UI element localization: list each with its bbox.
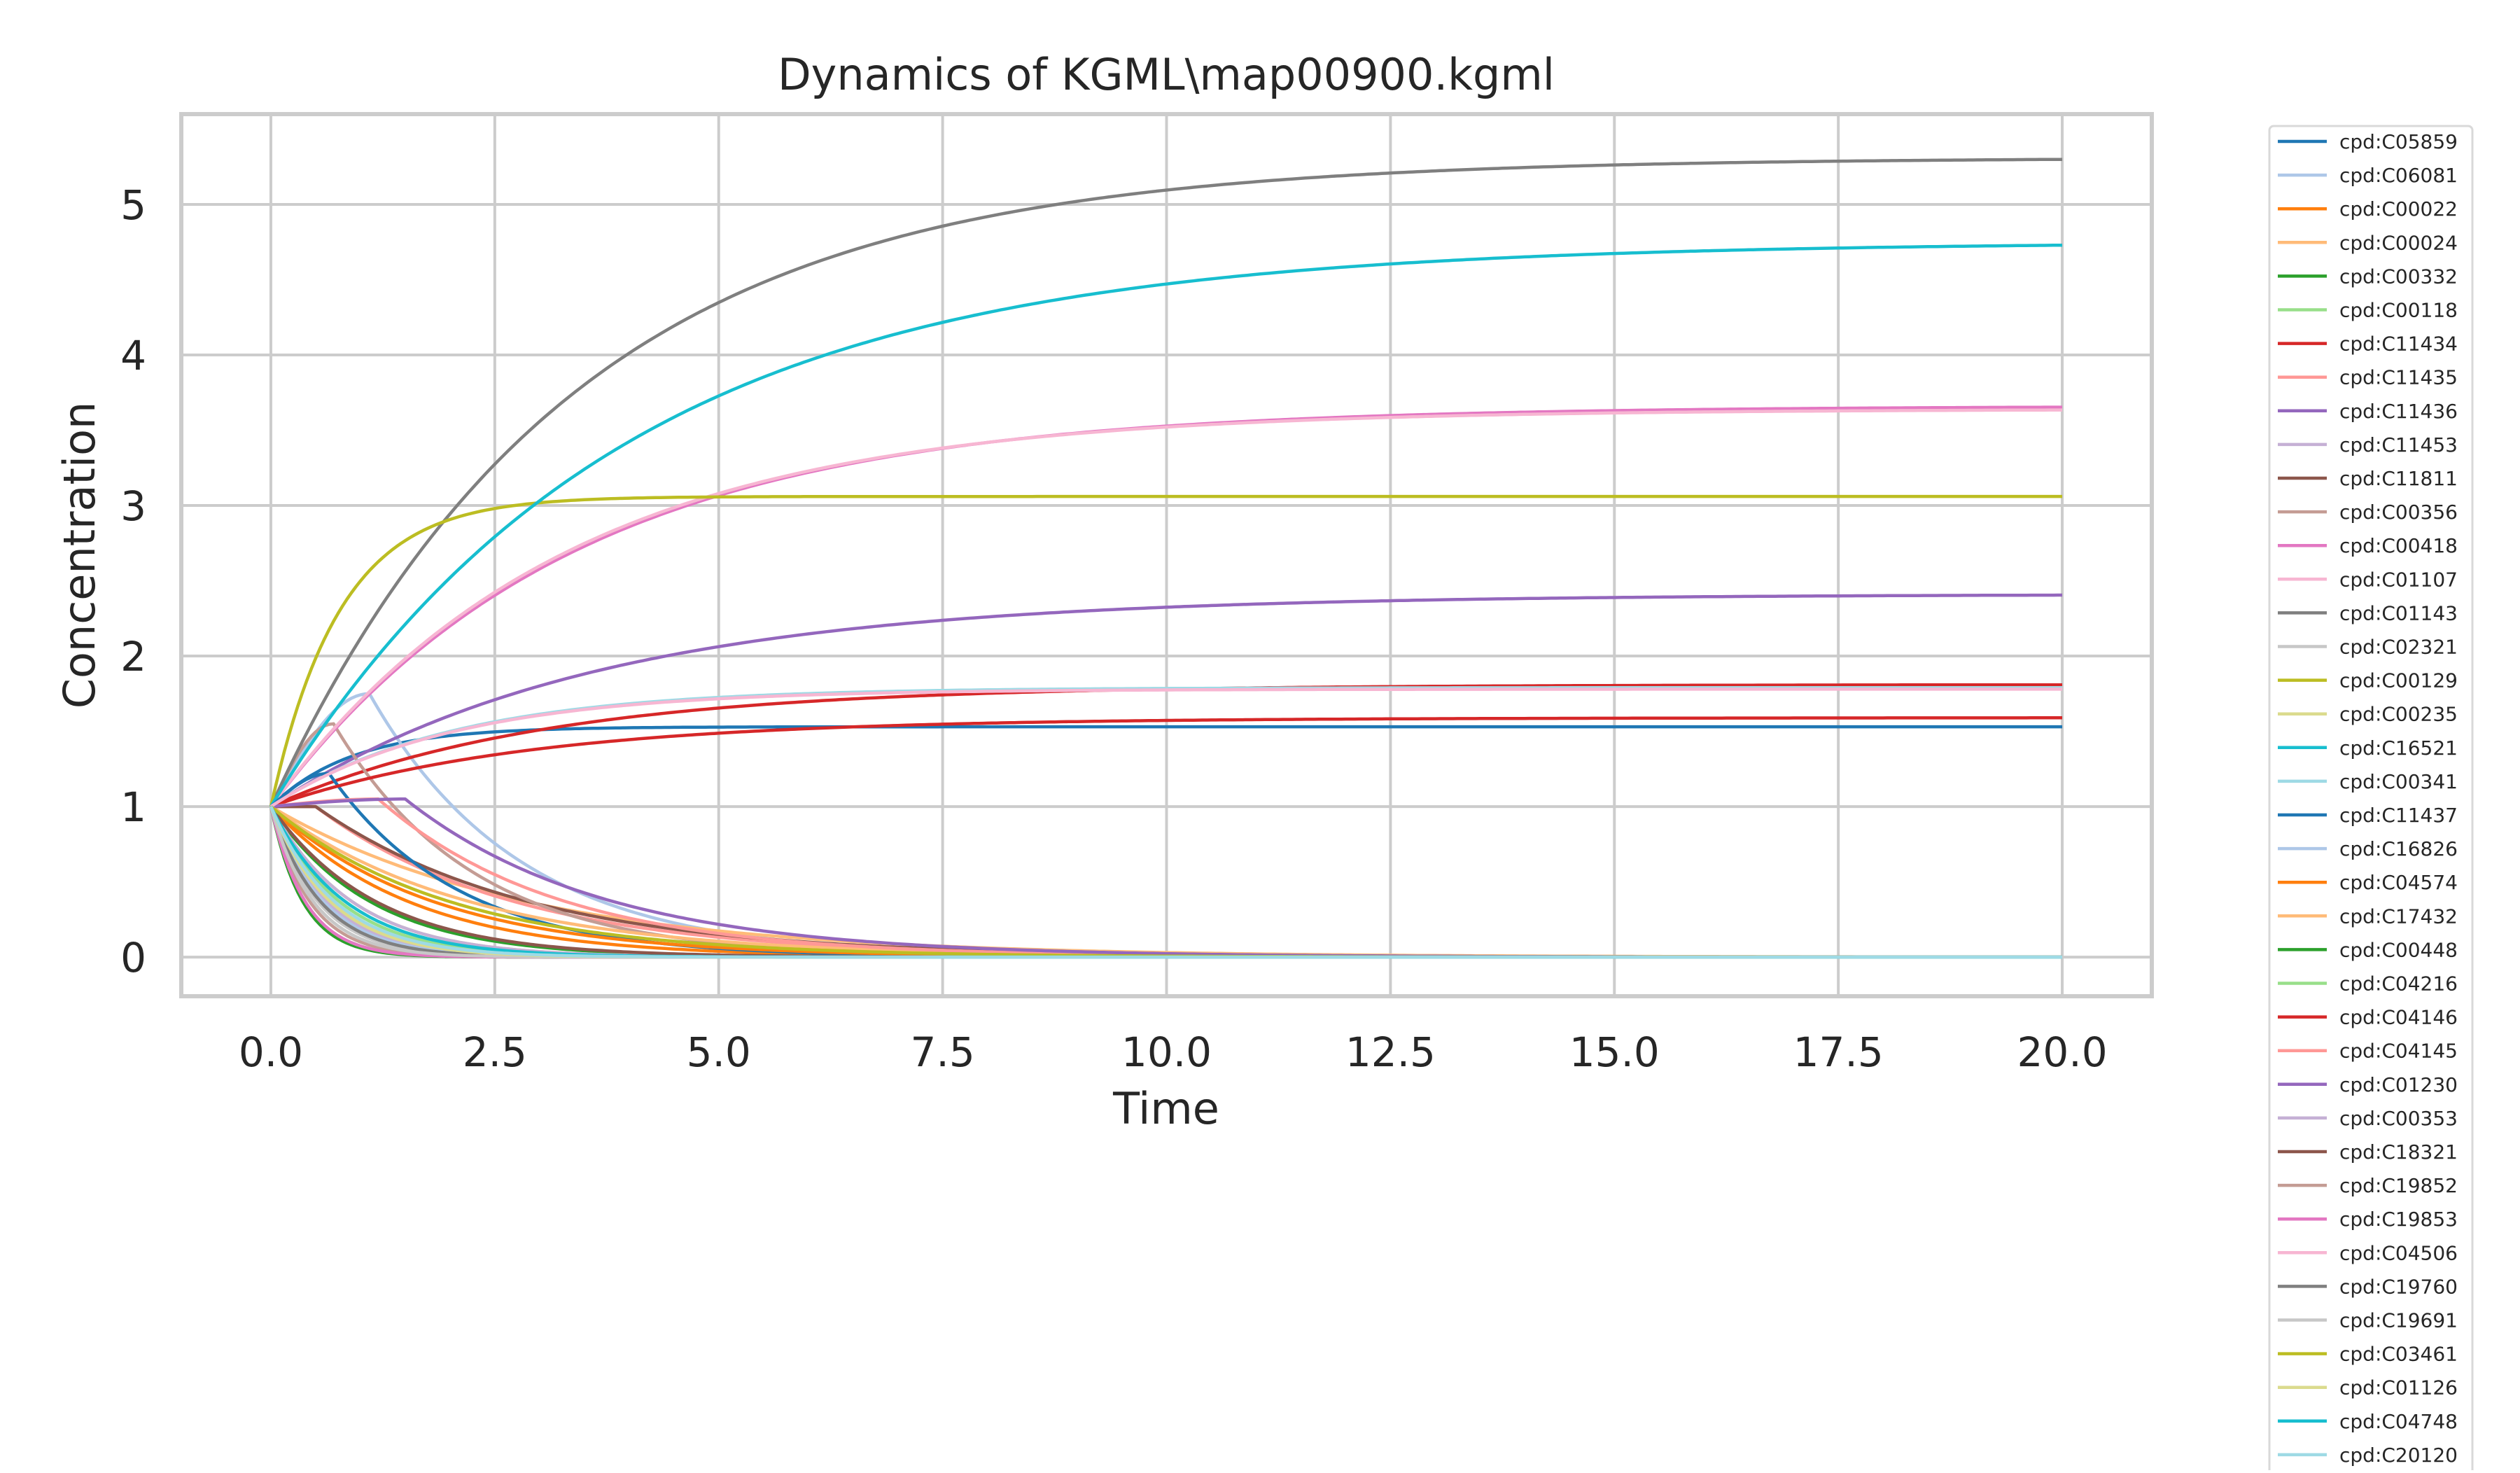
legend-label: cpd:C19853 [2339,1208,2458,1231]
legend-label: cpd:C19760 [2339,1275,2458,1298]
legend-label: cpd:C04145 [2339,1040,2458,1063]
legend-label: cpd:C00024 [2339,231,2458,254]
y-tick-label: 4 [120,332,146,379]
series-line-cpd-C05859 [270,725,2062,808]
x-tick-label: 15.0 [1569,1028,1660,1076]
series-line-cpd-C04506 [270,687,2062,808]
legend-label: cpd:C00356 [2339,501,2458,524]
legend-label: cpd:C00235 [2339,703,2458,726]
legend-label: cpd:C11435 [2339,366,2458,389]
x-tick-label: 12.5 [1345,1028,1436,1076]
series-line-cpd-C00129 [269,494,2062,807]
legend-label: cpd:C01230 [2339,1073,2458,1096]
legend-label: cpd:C06081 [2339,164,2458,187]
legend-label: cpd:C18321 [2339,1140,2458,1164]
y-tick-label: 0 [120,934,146,982]
legend-label: cpd:C00448 [2339,938,2458,961]
legend-label: cpd:C01143 [2339,601,2458,624]
legend-label: cpd:C01107 [2339,568,2458,591]
x-tick-label: 17.5 [1793,1028,1884,1076]
legend-label: cpd:C05859 [2339,130,2458,153]
series-line-cpd-C20120 [269,806,2062,959]
x-tick-label: 0.0 [239,1028,303,1076]
legend-label: cpd:C17432 [2339,905,2458,928]
y-tick-label: 3 [120,482,146,530]
series-line-cpd-C16521 [270,243,2063,808]
legend-label: cpd:C04506 [2339,1241,2458,1264]
legend-label: cpd:C00418 [2339,534,2458,557]
legend-label: cpd:C00129 [2339,669,2458,692]
legend-label: cpd:C00118 [2339,299,2458,322]
legend-label: cpd:C11453 [2339,433,2458,456]
legend-label: cpd:C04574 [2339,871,2458,894]
legend-label: cpd:C19691 [2339,1309,2458,1332]
legend-label: cpd:C00332 [2339,265,2458,288]
x-tick-label: 10.0 [1121,1028,1212,1076]
x-tick-label: 20.0 [2017,1028,2107,1076]
legend-label: cpd:C00341 [2339,770,2458,793]
legend-label: cpd:C04748 [2339,1410,2458,1433]
y-tick-label: 5 [120,181,146,229]
legend: cpd:C05859 cpd:C06081 cpd:C00022 cpd:C00024… [2268,125,2474,1473]
x-axis-ticks: 0.0 2.5 5.0 7.5 10.0 12.5 15.0 17.5 20.0 [239,1028,2108,1076]
y-axis-ticks: 0 1 2 3 4 5 [120,181,146,982]
chart-title: Dynamics of KGML\map00900.kgml [778,49,1555,100]
y-tick-label: 1 [120,783,146,831]
x-tick-label: 2.5 [463,1028,527,1076]
legend-label: cpd:C04146 [2339,1006,2458,1029]
legend-label: cpd:C02321 [2339,636,2458,659]
legend-label: cpd:C11434 [2339,333,2458,356]
legend-label: cpd:C16521 [2339,736,2458,760]
series-line-cpd-C01107 [270,408,2062,808]
legend-label: cpd:C19852 [2339,1174,2458,1197]
series-line-cpd-C11436 [270,593,2062,808]
y-axis-label: Concentration [54,402,105,709]
legend-label: cpd:C00022 [2339,197,2458,221]
legend-label: cpd:C01126 [2339,1376,2458,1399]
legend-label: cpd:C11811 [2339,467,2458,490]
y-tick-label: 2 [120,633,146,680]
legend-label: cpd:C00353 [2339,1107,2458,1130]
series-line-cpd-C04146 [270,716,2062,809]
plot-frame [179,112,2154,998]
legend-label: cpd:C16826 [2339,837,2458,860]
legend-label: cpd:C11436 [2339,400,2458,423]
series-lines [269,158,2063,959]
legend-label: cpd:C11437 [2339,804,2458,827]
legend-box [2268,125,2474,1473]
legend-label: cpd:C03461 [2339,1343,2458,1366]
x-tick-label: 5.0 [687,1028,751,1076]
legend-label: cpd:C04216 [2339,972,2458,996]
x-axis-label: Time [1112,1083,1219,1134]
legend-label: cpd:C20120 [2339,1444,2458,1467]
series-line-cpd-C01143 [269,158,2062,808]
x-tick-label: 7.5 [910,1028,974,1076]
